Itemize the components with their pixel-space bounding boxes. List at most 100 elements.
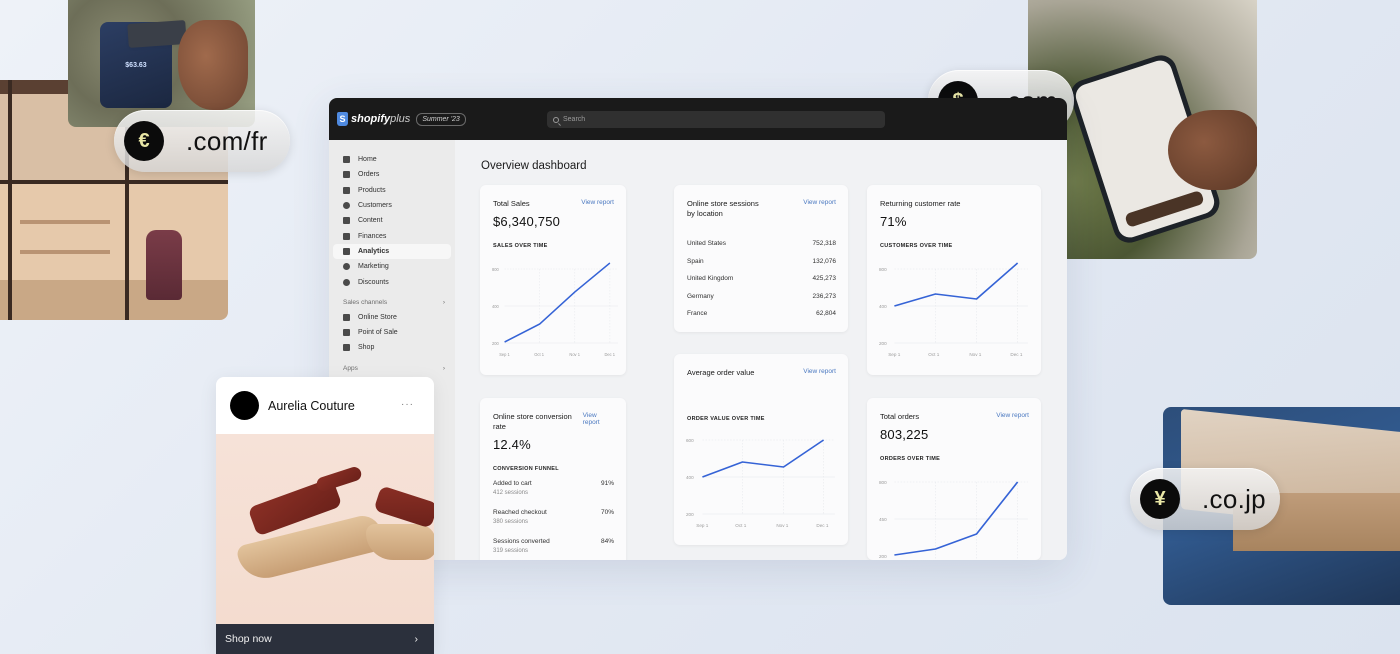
session-count: 425,273 xyxy=(812,275,837,283)
chart-subtitle: ORDERS OVER TIME xyxy=(880,456,941,462)
sidebar-item-discounts[interactable]: Discounts xyxy=(333,274,451,289)
discount-icon xyxy=(343,278,350,286)
table-row: Germany 236,273 xyxy=(687,288,836,306)
view-report-link[interactable]: View report xyxy=(581,199,614,206)
domain-tld: .co.jp xyxy=(1202,483,1266,514)
pos-icon xyxy=(343,329,350,337)
country: France xyxy=(687,310,708,318)
svg-text:Oct 1: Oct 1 xyxy=(534,352,544,357)
session-count: 132,076 xyxy=(812,257,837,265)
average-order-value-card: Average order value View report ORDER VA… xyxy=(674,354,848,545)
shop-now-button[interactable]: Shop now › xyxy=(216,624,434,654)
account-name[interactable]: Aurelia Couture xyxy=(268,398,355,413)
sales-channels-header[interactable]: Sales channels › xyxy=(333,298,451,308)
shop-icon xyxy=(343,344,350,352)
home-icon xyxy=(343,156,350,164)
nav-label: Products xyxy=(358,186,386,194)
nav-label: Home xyxy=(358,156,377,164)
line-chart-svg: 800 400 200 Sep 1 Oct 1 Nov 1 Dec 1 xyxy=(879,262,1028,357)
nav-label: Orders xyxy=(358,171,380,179)
sessions-by-location-card: Online store sessions by location View r… xyxy=(674,185,848,332)
card-title: Online store conversion rate xyxy=(493,412,572,431)
search-input[interactable]: Search xyxy=(547,111,885,128)
nav-label: Discounts xyxy=(358,278,389,286)
section-label: Apps xyxy=(343,365,358,373)
post-header: Aurelia Couture ··· xyxy=(216,377,434,434)
more-options-icon[interactable]: ··· xyxy=(401,399,414,410)
svg-text:450: 450 xyxy=(879,517,887,522)
conversion-rate-value: 12.4% xyxy=(493,437,531,452)
view-report-link[interactable]: View report xyxy=(803,199,836,206)
svg-text:Nov 1: Nov 1 xyxy=(969,352,982,357)
total-orders-card: Total orders View report 803,225 ORDERS … xyxy=(867,398,1041,560)
chevron-right-icon: › xyxy=(442,365,445,373)
country: United Kingdom xyxy=(687,275,734,283)
hand xyxy=(178,20,248,110)
sidebar-item-orders[interactable]: Orders xyxy=(333,167,451,182)
terminal-amount: $63.63 xyxy=(125,62,147,69)
svg-text:200: 200 xyxy=(879,554,887,559)
sandal-strap xyxy=(373,485,434,529)
svg-text:Dec 1: Dec 1 xyxy=(816,523,829,528)
step-pct: 91% xyxy=(600,480,614,487)
table-row: France 62,804 xyxy=(687,305,836,323)
sidebar-item-shop[interactable]: Shop xyxy=(333,340,451,355)
nav-label: Marketing xyxy=(358,263,389,271)
svg-text:800: 800 xyxy=(879,267,887,272)
nav-label: Point of Sale xyxy=(358,329,398,337)
sidebar-item-marketing[interactable]: Marketing xyxy=(333,259,451,274)
mobile-shopping-photo xyxy=(1028,0,1257,259)
step-label: Sessions converted xyxy=(493,538,550,545)
chart-subtitle: ORDER VALUE OVER TIME xyxy=(687,416,765,422)
domain-pill-jp: ¥ .co.jp xyxy=(1130,468,1280,530)
nav-label: Finances xyxy=(358,232,387,240)
chevron-right-icon: › xyxy=(414,633,419,645)
view-report-link[interactable]: View report xyxy=(996,412,1029,419)
session-count: 62,804 xyxy=(816,310,836,318)
product-image-sandals[interactable] xyxy=(216,434,434,624)
sidebar-item-content[interactable]: Content xyxy=(333,213,451,228)
logo-light: plus xyxy=(390,113,411,125)
euro-coin-icon: € xyxy=(124,121,164,161)
sandal-heel-strap xyxy=(314,465,364,493)
sidebar-item-customers[interactable]: Customers xyxy=(333,198,451,213)
shelf xyxy=(20,250,110,254)
shopify-plus-logo[interactable]: shopifyplus xyxy=(351,113,410,125)
nav-label: Analytics xyxy=(358,247,390,255)
nav-label: Customers xyxy=(358,202,392,210)
sidebar-item-home[interactable]: Home xyxy=(333,152,451,167)
sidebar-item-online-store[interactable]: Online Store xyxy=(333,310,451,325)
table-row: Spain 132,076 xyxy=(687,253,836,271)
sidebar-item-analytics[interactable]: Analytics xyxy=(333,243,451,260)
country: United States xyxy=(687,240,727,248)
sidebar-item-point-of-sale[interactable]: Point of Sale xyxy=(333,325,451,340)
sidebar-item-finances[interactable]: Finances xyxy=(333,228,451,243)
view-report-link[interactable]: View report xyxy=(803,368,836,375)
domain-tld: .com/fr xyxy=(186,125,268,156)
funnel-step: Sessions converted 84% 319 sessions xyxy=(493,538,614,554)
step-sessions: 319 sessions xyxy=(493,548,529,554)
inbox-icon xyxy=(343,171,350,179)
apps-header[interactable]: Apps › xyxy=(333,364,451,374)
svg-text:Sep 1: Sep 1 xyxy=(696,523,709,528)
line-chart-svg: 600 400 200 Sep 1 Oct 1 Nov 1 Dec 1 xyxy=(686,438,835,528)
avatar[interactable] xyxy=(230,391,259,420)
line-chart-svg: 800 450 200 xyxy=(879,480,1028,560)
session-count: 752,318 xyxy=(812,240,837,248)
svg-text:200: 200 xyxy=(492,341,499,346)
funnel-step: Added to cart 91% 412 sessions xyxy=(493,480,614,496)
card-title: Returning customer rate xyxy=(880,199,961,208)
view-report-link[interactable]: View report xyxy=(582,412,600,426)
svg-text:Dec 1: Dec 1 xyxy=(605,352,616,357)
card-title: Online store sessions by location xyxy=(687,199,759,218)
nav-label: Online Store xyxy=(358,313,397,321)
sidebar-item-products[interactable]: Products xyxy=(333,183,451,198)
top-bar: S shopifyplus Summer '23 Search xyxy=(329,98,1067,140)
image-icon xyxy=(343,217,350,225)
chart-subtitle: SALES OVER TIME xyxy=(493,243,548,249)
card-title: Average order value xyxy=(687,368,755,377)
sales-line-chart: 800 400 200 Sep 1 Oct 1 Nov 1 Dec 1 xyxy=(492,262,618,363)
session-count: 236,273 xyxy=(812,292,837,300)
svg-text:Sep 1: Sep 1 xyxy=(499,352,510,357)
page-title: Overview dashboard xyxy=(481,160,587,172)
